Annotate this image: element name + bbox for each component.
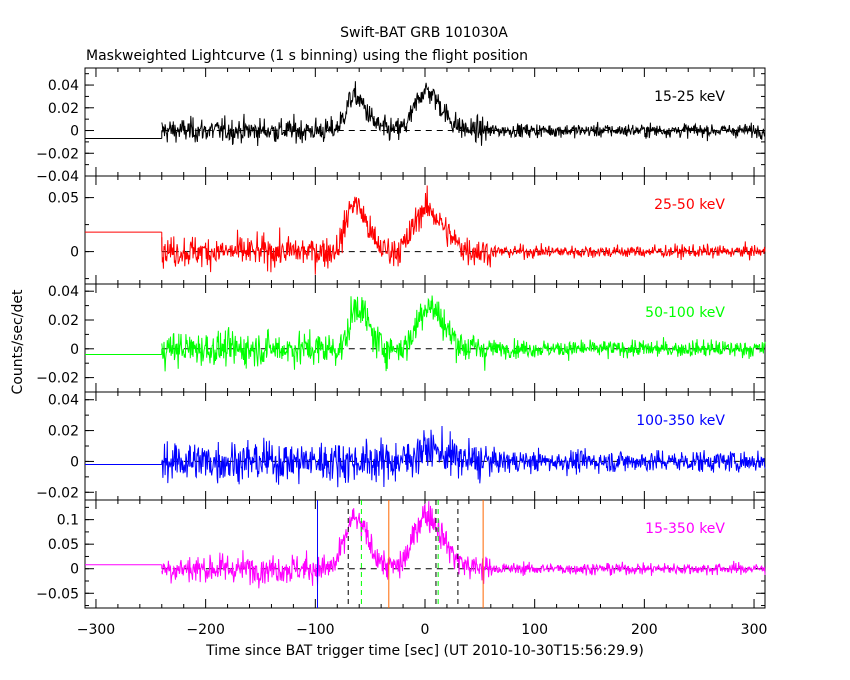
lightcurve-series	[161, 185, 766, 275]
y-tick-label: 0.04	[48, 78, 79, 94]
y-tick-label: 0.02	[48, 313, 79, 329]
y-tick-label: 0.02	[48, 424, 79, 440]
x-tick-label: −300	[77, 622, 115, 638]
y-tick-label: −0.02	[36, 371, 79, 387]
panel-2: 0 0.05 25-50 keV	[48, 175, 766, 285]
lightcurve-series	[161, 425, 766, 488]
x-tick-label: 100	[521, 622, 548, 638]
panel-5: −0.05 0 0.05 0.1 15-350 keV	[36, 499, 766, 609]
chart-title: Swift-BAT GRB 101030A	[340, 25, 508, 41]
y-tick-label: 0.04	[48, 284, 79, 300]
lightcurve-series	[161, 295, 766, 372]
panel-frame	[84, 67, 766, 177]
y-tick-label: 0	[70, 342, 79, 358]
y-tick-label: −0.04	[36, 169, 79, 185]
panels-group: −0.04 −0.02 0 0.02 0.04 15-25 keV 0 0.05 25-50 k…	[36, 67, 766, 609]
y-tick-label: 0	[70, 124, 79, 140]
band-label: 50-100 keV	[645, 305, 725, 321]
y-tick-label: 0	[70, 562, 79, 578]
band-label: 15-350 keV	[645, 521, 725, 537]
x-tick-label: 300	[741, 622, 768, 638]
y-axis-label: Counts/sec/det	[10, 289, 26, 394]
y-tick-label: 0	[70, 454, 79, 470]
x-axis: −300 −200 −100 0 100 200 300	[77, 622, 768, 638]
panel-1: −0.04 −0.02 0 0.02 0.04 15-25 keV	[36, 67, 766, 185]
y-tick-label: 0.1	[57, 513, 79, 529]
panel-frame	[84, 175, 766, 285]
x-tick-label: −100	[296, 622, 334, 638]
x-axis-label: Time since BAT trigger time [sec] (UT 20…	[205, 643, 644, 659]
band-label: 100-350 keV	[636, 413, 725, 429]
y-tick-label: 0.05	[48, 191, 79, 207]
y-tick-label: 0.02	[48, 101, 79, 117]
lightcurve-series	[161, 501, 766, 589]
y-tick-label: −0.05	[36, 586, 79, 602]
lightcurve-series	[161, 81, 766, 147]
y-tick-label: −0.02	[36, 485, 79, 501]
band-label: 25-50 keV	[654, 197, 725, 213]
y-tick-label: −0.02	[36, 146, 79, 162]
x-tick-label: −200	[186, 622, 224, 638]
chart-subtitle: Maskweighted Lightcurve (1 s binning) us…	[86, 48, 528, 64]
x-tick-label: 0	[421, 622, 430, 638]
x-tick-label: 200	[631, 622, 658, 638]
band-label: 15-25 keV	[654, 89, 725, 105]
panel-4: −0.02 0 0.02 0.04 100-350 keV	[36, 391, 766, 501]
y-tick-label: 0.05	[48, 537, 79, 553]
y-tick-label: 0.04	[48, 393, 79, 409]
panel-3: −0.02 0 0.02 0.04 50-100 keV	[36, 283, 766, 393]
y-tick-label: 0	[70, 245, 79, 261]
